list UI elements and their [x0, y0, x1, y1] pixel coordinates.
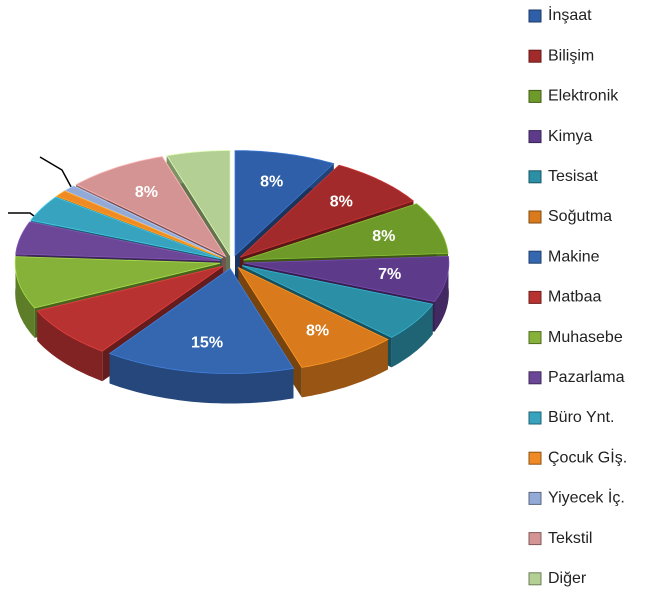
data-label: 7%	[378, 266, 401, 283]
legend-label: Diğer	[548, 570, 587, 587]
legend-label: Bilişim	[548, 47, 594, 64]
legend-label: Yiyecek İç.	[548, 488, 625, 507]
legend-label: Büro Ynt.	[548, 409, 614, 426]
legend-swatch	[528, 451, 542, 465]
slice-top	[166, 150, 231, 257]
legend-label: Kimya	[548, 128, 593, 145]
slice-side	[434, 256, 449, 332]
legend-label: Pazarlama	[548, 369, 625, 386]
slice-top	[108, 267, 295, 374]
slice-top	[55, 190, 223, 259]
legend-swatch	[528, 250, 542, 264]
legend-swatch	[528, 130, 542, 144]
legend-label: Tekstil	[548, 530, 592, 547]
legend-swatch	[528, 290, 542, 304]
slice-top	[15, 221, 221, 261]
data-label: 8%	[330, 193, 353, 210]
slice-top	[75, 156, 227, 258]
legend-label: Matbaa	[548, 289, 601, 306]
legend-swatch	[528, 89, 542, 103]
slice-top	[64, 185, 224, 258]
slice-top	[14, 256, 221, 309]
legend-swatch	[528, 371, 542, 385]
legend-swatch	[528, 532, 542, 546]
data-label: 8%	[372, 228, 395, 245]
data-label: 8%	[306, 323, 329, 340]
data-label: 8%	[260, 174, 283, 191]
legend-swatch	[528, 9, 542, 23]
slice	[108, 267, 295, 404]
legend-swatch	[528, 572, 542, 586]
legend-swatch	[528, 411, 542, 425]
legend-swatch	[528, 491, 542, 505]
data-label: 8%	[135, 184, 158, 201]
slice-top	[243, 255, 450, 303]
slice-top	[234, 150, 335, 257]
legend-label: Çocuk Gİş.	[548, 447, 627, 466]
slice-top	[241, 265, 434, 338]
legend-label: Tesisat	[548, 168, 598, 185]
legend-swatch	[528, 49, 542, 63]
legend-label: Muhasebe	[548, 329, 623, 346]
legend-swatch	[528, 331, 542, 345]
legend-swatch	[528, 170, 542, 184]
data-label: 15%	[191, 334, 223, 351]
slice-side	[301, 339, 388, 398]
legend-label: Soğutma	[548, 208, 612, 225]
legend-label: Elektronik	[548, 88, 619, 105]
slice-side	[109, 353, 294, 404]
slice-top	[243, 203, 449, 261]
slice-side	[391, 304, 433, 368]
slice-side	[15, 256, 35, 338]
slice-top	[30, 196, 222, 260]
slice-side	[37, 310, 103, 382]
legend-label: Makine	[548, 248, 600, 265]
legend-swatch	[528, 210, 542, 224]
slice-top	[36, 265, 224, 352]
slice-top	[237, 266, 389, 368]
legend-label: İnşaat	[548, 5, 592, 24]
slice-top	[239, 164, 415, 258]
